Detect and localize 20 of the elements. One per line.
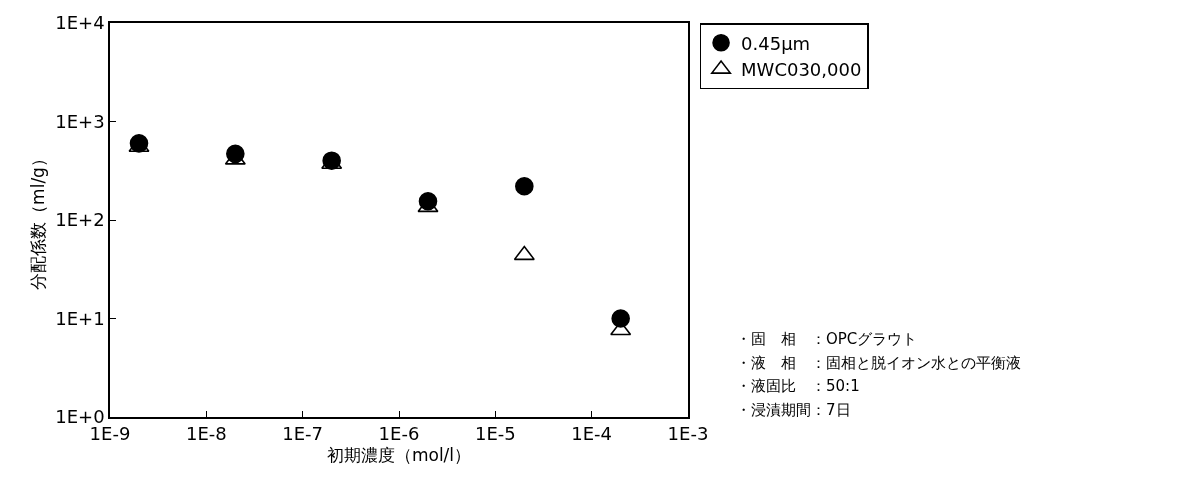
- x-axis-title: 初期濃度（mol/l）: [326, 445, 472, 466]
- x-tick-label: 1E-3: [667, 423, 709, 445]
- x-tick-label: 1E-7: [282, 423, 324, 445]
- legend-label: MWC030,000: [741, 59, 862, 81]
- text: ・固 相 ：OPCグラウト: [736, 330, 918, 348]
- point: [513, 245, 535, 261]
- x-tick-label: 1E-8: [185, 423, 227, 445]
- legend-label: 0.45μm: [741, 32, 811, 54]
- x-tick-label: 1E-5: [474, 423, 516, 445]
- text: ・液 相 ：固相と脱イオン水との平衡液: [736, 354, 1021, 372]
- y-tick-label: 1E+1: [55, 307, 105, 329]
- x-tick-label: 1E-4: [571, 423, 613, 445]
- text: ・液固比 ：50:1: [736, 377, 860, 395]
- point: [515, 176, 534, 196]
- y-tick-label: 1E+3: [55, 110, 105, 132]
- x-tick-label: 1E-6: [378, 423, 420, 445]
- y-tick-label: 1E+4: [55, 12, 105, 34]
- text: ・浸漬期間：7日: [736, 401, 851, 419]
- y-axis-title: 分配係数（ml/g）: [28, 150, 49, 290]
- y-tick-label: 1E+2: [55, 209, 105, 231]
